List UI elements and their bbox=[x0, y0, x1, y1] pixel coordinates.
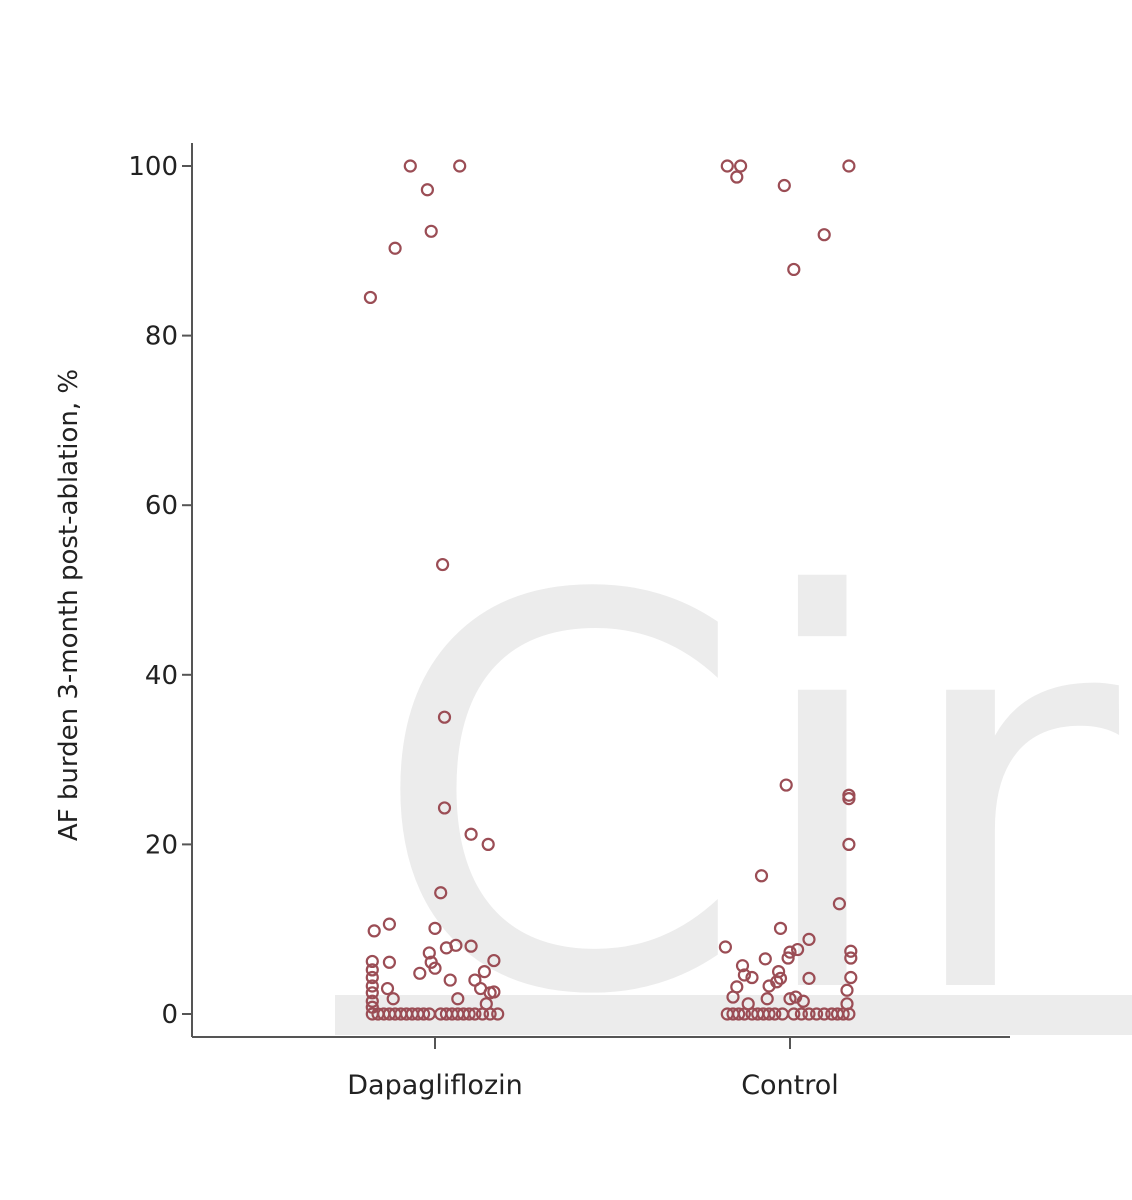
data-point bbox=[434, 886, 448, 900]
data-point bbox=[737, 1007, 752, 1021]
data-point bbox=[842, 792, 856, 806]
y-tick-label: 100 bbox=[128, 152, 178, 182]
data-point bbox=[730, 170, 744, 184]
data-point bbox=[817, 228, 831, 242]
data-point bbox=[817, 1007, 831, 1021]
data-point bbox=[726, 990, 740, 1004]
data-point bbox=[487, 953, 501, 968]
y-tick-label: 20 bbox=[145, 830, 178, 860]
data-point bbox=[365, 979, 379, 993]
data-point bbox=[436, 557, 450, 572]
y-tick-label: 40 bbox=[145, 661, 178, 691]
data-point bbox=[790, 942, 805, 957]
data-point bbox=[840, 983, 854, 997]
data-point bbox=[745, 970, 759, 985]
y-ticks: 0 20 40 60 80 100 bbox=[128, 152, 192, 1030]
y-axis-title: AF burden 3-month post-ablation, % bbox=[54, 369, 84, 841]
axes bbox=[191, 143, 1010, 1038]
data-point bbox=[477, 964, 491, 979]
data-point bbox=[365, 963, 379, 977]
data-point bbox=[787, 1007, 801, 1021]
data-point bbox=[733, 159, 748, 173]
data-point bbox=[783, 945, 797, 959]
data-point bbox=[420, 183, 434, 197]
data-point bbox=[363, 290, 377, 305]
data-point bbox=[844, 970, 858, 985]
data-point bbox=[720, 159, 734, 173]
data-point bbox=[365, 954, 379, 969]
data-point bbox=[836, 1007, 850, 1021]
data-point bbox=[453, 159, 467, 173]
data-point bbox=[779, 778, 793, 792]
data-point bbox=[365, 994, 379, 1008]
data-point bbox=[832, 897, 847, 911]
data-point bbox=[787, 262, 801, 277]
data-point bbox=[428, 961, 442, 975]
data-point bbox=[451, 992, 465, 1006]
data-point bbox=[802, 932, 816, 946]
x-category-label: Dapagliflozin bbox=[347, 1070, 522, 1101]
data-point bbox=[491, 1007, 505, 1021]
data-point bbox=[403, 159, 417, 173]
data-point bbox=[842, 1007, 856, 1021]
data-point bbox=[483, 1007, 497, 1021]
data-point bbox=[844, 951, 858, 965]
data-point bbox=[802, 1007, 816, 1021]
data-point bbox=[413, 966, 427, 980]
data-point bbox=[760, 992, 774, 1006]
data-point bbox=[380, 981, 395, 996]
data-point bbox=[754, 869, 769, 883]
data-point bbox=[386, 992, 400, 1006]
data-point bbox=[437, 801, 452, 815]
data-point bbox=[781, 951, 795, 965]
data-point bbox=[468, 1007, 482, 1021]
data-point bbox=[417, 1007, 431, 1021]
data-point bbox=[464, 939, 478, 953]
data-point bbox=[481, 837, 495, 852]
data-point bbox=[783, 992, 797, 1006]
data-point bbox=[365, 986, 379, 1000]
data-point bbox=[762, 1007, 776, 1021]
data-point bbox=[796, 994, 810, 1008]
data-point bbox=[735, 959, 750, 973]
x-category-label: Control bbox=[741, 1070, 839, 1101]
data-point bbox=[842, 159, 856, 173]
data-point bbox=[773, 971, 788, 985]
data-point bbox=[428, 921, 442, 935]
data-point bbox=[449, 938, 463, 952]
data-point bbox=[770, 975, 784, 989]
data-point bbox=[809, 1007, 824, 1021]
x-ticks: Dapagliflozin Control bbox=[347, 1037, 839, 1101]
data-point bbox=[802, 971, 816, 985]
data-point bbox=[422, 946, 436, 960]
data-point bbox=[842, 837, 856, 852]
data-point bbox=[475, 1007, 490, 1021]
y-tick-label: 60 bbox=[145, 491, 178, 521]
data-point bbox=[462, 1007, 476, 1021]
data-point bbox=[844, 944, 858, 958]
data-point bbox=[464, 827, 478, 841]
data-point bbox=[718, 940, 733, 954]
data-point bbox=[365, 970, 379, 985]
data-point bbox=[382, 917, 396, 931]
y-tick-label: 80 bbox=[145, 322, 178, 352]
data-point bbox=[794, 1007, 809, 1021]
data-point bbox=[737, 968, 752, 982]
data-point bbox=[443, 973, 457, 987]
data-point bbox=[768, 1007, 782, 1021]
y-tick-label: 0 bbox=[161, 1000, 178, 1030]
data-point bbox=[773, 921, 788, 935]
data-point bbox=[382, 955, 396, 969]
data-point bbox=[388, 241, 402, 255]
data-point bbox=[487, 985, 501, 999]
data-points bbox=[363, 159, 858, 1021]
data-point bbox=[424, 224, 438, 238]
data-point bbox=[777, 178, 791, 193]
data-point bbox=[437, 710, 452, 724]
data-point bbox=[758, 952, 772, 966]
data-point bbox=[367, 924, 381, 938]
data-point bbox=[732, 1007, 746, 1021]
